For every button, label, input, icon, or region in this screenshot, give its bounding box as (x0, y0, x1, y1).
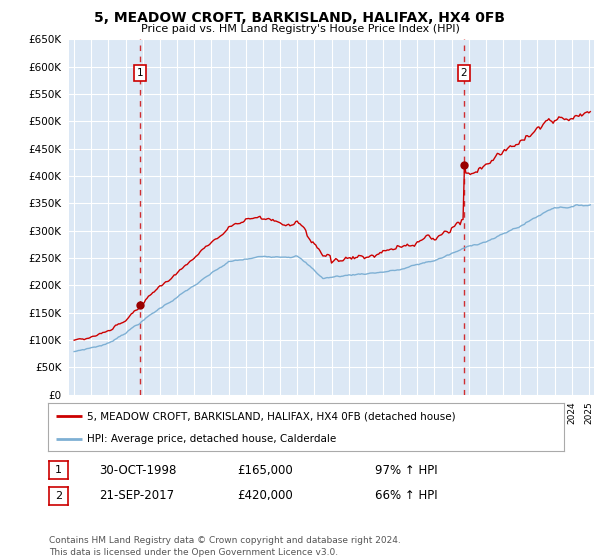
Text: Price paid vs. HM Land Registry's House Price Index (HPI): Price paid vs. HM Land Registry's House … (140, 24, 460, 34)
Text: 66% ↑ HPI: 66% ↑ HPI (375, 489, 437, 502)
Text: £165,000: £165,000 (237, 464, 293, 477)
Text: HPI: Average price, detached house, Calderdale: HPI: Average price, detached house, Cald… (86, 434, 336, 444)
Text: £420,000: £420,000 (237, 489, 293, 502)
Text: 21-SEP-2017: 21-SEP-2017 (99, 489, 174, 502)
Text: 5, MEADOW CROFT, BARKISLAND, HALIFAX, HX4 0FB: 5, MEADOW CROFT, BARKISLAND, HALIFAX, HX… (95, 11, 505, 25)
Text: Contains HM Land Registry data © Crown copyright and database right 2024.
This d: Contains HM Land Registry data © Crown c… (49, 536, 401, 557)
Text: 5, MEADOW CROFT, BARKISLAND, HALIFAX, HX4 0FB (detached house): 5, MEADOW CROFT, BARKISLAND, HALIFAX, HX… (86, 411, 455, 421)
Text: 30-OCT-1998: 30-OCT-1998 (99, 464, 176, 477)
Text: 1: 1 (55, 465, 62, 475)
Text: 2: 2 (55, 491, 62, 501)
Text: 2: 2 (461, 68, 467, 78)
Text: 97% ↑ HPI: 97% ↑ HPI (375, 464, 437, 477)
Text: 1: 1 (137, 68, 143, 78)
